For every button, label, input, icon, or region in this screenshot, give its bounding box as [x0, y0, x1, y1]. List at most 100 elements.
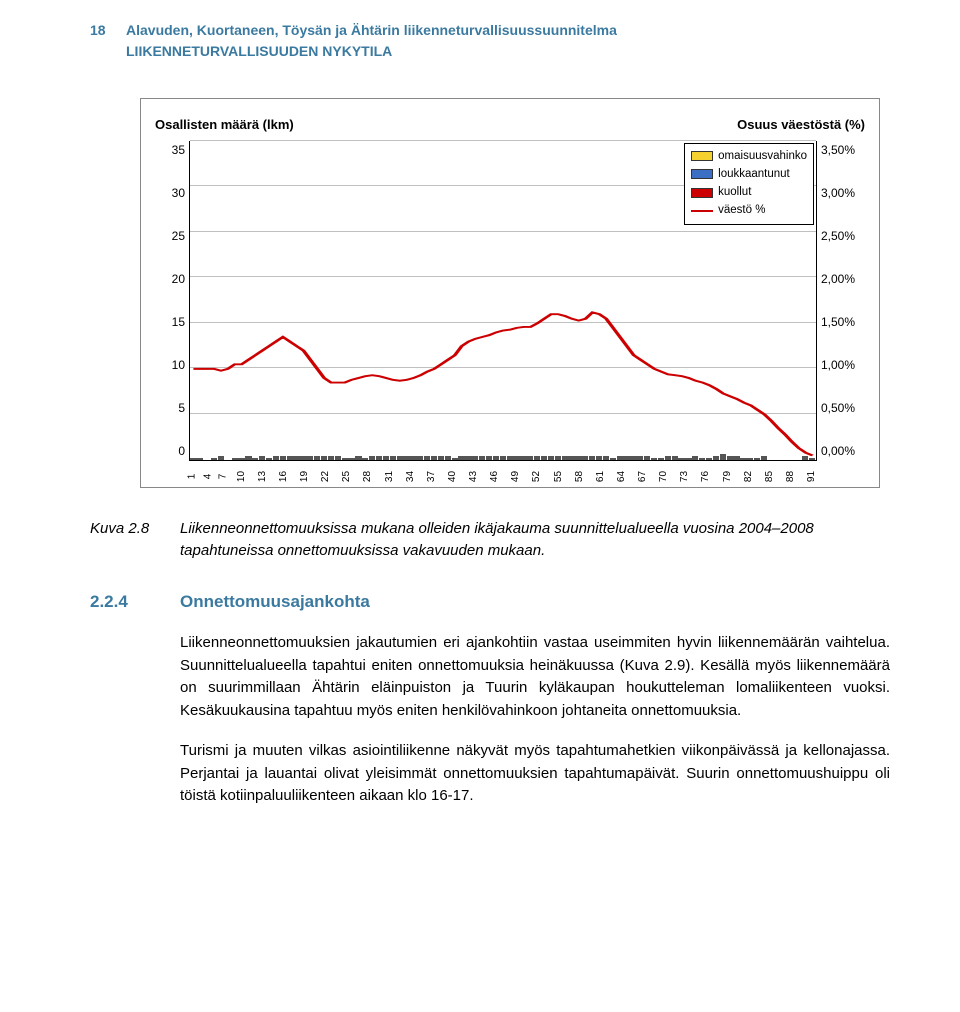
bar: [259, 456, 265, 460]
bar: [672, 456, 678, 460]
bar: [218, 456, 224, 460]
bar-segment-oma: [190, 458, 196, 460]
x-tick: 46: [487, 470, 502, 481]
bar-segment-louk: [596, 458, 602, 460]
bar-segment-oma: [651, 458, 657, 460]
bar-segment-louk: [417, 458, 423, 460]
x-tick: 64: [614, 470, 629, 481]
x-tick: 25: [339, 470, 354, 481]
page-header: 18 Alavuden, Kuortaneen, Töysän ja Ähtär…: [90, 20, 890, 62]
x-axis: 1471013161922252831343740434649525558616…: [189, 461, 817, 483]
bar: [238, 458, 244, 460]
bar-segment-louk: [486, 458, 492, 460]
age-distribution-chart: Osallisten määrä (lkm) Osuus väestöstä (…: [140, 98, 880, 488]
bar: [520, 456, 526, 460]
y-left-tick: 0: [155, 442, 185, 460]
bar: [280, 456, 286, 460]
bar: [273, 456, 279, 460]
y-left-tick: 10: [155, 356, 185, 374]
bar-segment-oma: [452, 458, 458, 460]
bar-segment-oma: [658, 458, 664, 460]
x-tick: 49: [508, 470, 523, 481]
bar-segment-oma: [252, 458, 258, 460]
bar: [603, 456, 609, 460]
caption-label: Kuva 2.8: [90, 518, 180, 563]
bar-segment-oma: [266, 458, 272, 460]
body-text: Liikenneonnettomuuksien jakautumien eri …: [90, 632, 890, 808]
bar: [452, 458, 458, 460]
chart-plot-area: omaisuusvahinkoloukkaantunutkuollutväest…: [189, 141, 817, 461]
x-tick: 22: [318, 470, 333, 481]
bar: [513, 456, 519, 460]
bar-segment-louk: [431, 458, 437, 460]
bar-segment-louk: [562, 458, 568, 460]
x-tick: 7: [215, 473, 230, 479]
section-title: Onnettomuusajankohta: [180, 589, 370, 615]
bar-segment-louk: [761, 458, 767, 460]
y-left-tick: 5: [155, 399, 185, 417]
x-tick: 70: [656, 470, 671, 481]
bar-segment-louk: [589, 458, 595, 460]
bar: [740, 458, 746, 460]
bar: [314, 456, 320, 460]
bar: [747, 458, 753, 460]
bar-segment-louk: [321, 458, 327, 460]
bar-segment-louk: [747, 458, 753, 460]
right-y-axis: 3,50%3,00%2,50%2,00%1,50%1,00%0,50%0,00%: [817, 141, 865, 461]
bar-segment-oma: [610, 458, 616, 460]
bar-segment-oma: [706, 458, 712, 460]
bar: [266, 458, 272, 460]
bar-segment-louk: [672, 458, 678, 460]
bar-segment-louk: [232, 458, 238, 460]
bar-segment-louk: [383, 458, 389, 460]
bar-segment-louk: [335, 458, 341, 460]
bar-segment-louk: [603, 458, 609, 460]
bar: [328, 456, 334, 460]
x-tick: 40: [445, 470, 460, 481]
bar-segment-louk: [259, 458, 265, 460]
legend-label: omaisuusvahinko: [718, 148, 807, 165]
bar: [630, 456, 636, 460]
bar: [211, 458, 217, 460]
y-right-tick: 3,50%: [821, 141, 865, 159]
bar-segment-louk: [397, 458, 403, 460]
bar-segment-oma: [685, 458, 691, 460]
legend-swatch: [691, 169, 713, 179]
legend-swatch: [691, 188, 713, 198]
bar: [727, 456, 733, 460]
bar: [541, 456, 547, 460]
bar: [699, 458, 705, 460]
bar: [754, 458, 760, 460]
bar: [527, 456, 533, 460]
bar-segment-louk: [575, 458, 581, 460]
bar: [369, 456, 375, 460]
bar-segment-louk: [328, 458, 334, 460]
bar: [342, 458, 348, 460]
bar-segment-oma: [699, 458, 705, 460]
bar: [562, 456, 568, 460]
bar: [245, 456, 251, 460]
bar: [568, 456, 574, 460]
bar-segment-oma: [740, 458, 746, 460]
bar: [335, 456, 341, 460]
bar-segment-louk: [623, 458, 629, 460]
bar-segment-oma: [211, 458, 217, 460]
bar: [637, 456, 643, 460]
bar-segment-kuol: [692, 458, 698, 460]
x-tick: 82: [741, 470, 756, 481]
bar-segment-louk: [390, 458, 396, 460]
section-heading: 2.2.4 Onnettomuusajankohta: [90, 589, 890, 615]
right-axis-title: Osuus väestöstä (%): [737, 115, 865, 135]
x-tick: 76: [699, 470, 714, 481]
bar-segment-louk: [630, 458, 636, 460]
bar: [589, 456, 595, 460]
bar-segment-oma: [342, 458, 348, 460]
x-tick: 13: [255, 470, 270, 481]
bar-segment-louk: [472, 458, 478, 460]
x-tick: 10: [234, 470, 249, 481]
y-right-tick: 2,50%: [821, 227, 865, 245]
bar: [397, 456, 403, 460]
bar-segment-louk: [218, 458, 224, 460]
bar-segment-louk: [665, 458, 671, 460]
bar-segment-louk: [548, 458, 554, 460]
